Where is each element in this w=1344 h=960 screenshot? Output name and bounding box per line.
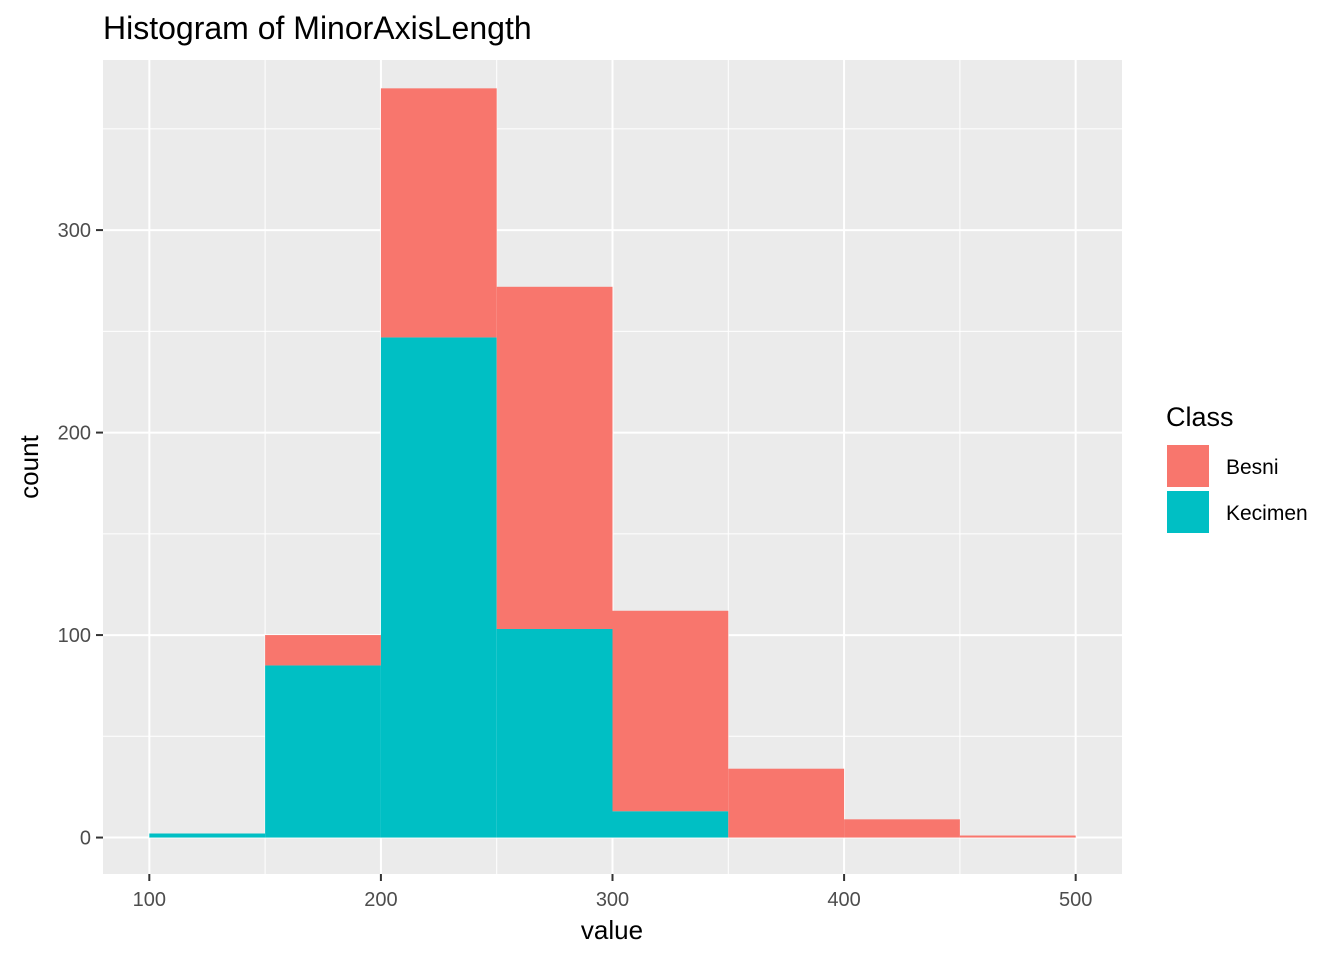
y-axis-ticks: 0 100 200 300 [58,220,103,850]
bar-besni-250 [496,286,613,629]
y-tick-label: 300 [58,220,91,242]
x-tick-label: 400 [827,889,860,911]
bar-besni-400 [844,819,960,838]
bar-besni-150 [265,635,381,666]
x-axis-title: value [581,915,643,945]
x-tick-label: 300 [596,889,629,911]
y-tick-label: 0 [80,828,91,850]
x-axis-ticks: 100 200 300 400 500 [133,874,1092,911]
bars-group [149,88,1076,838]
y-axis-title: count [14,434,44,498]
bar-kecimen-300 [612,811,729,838]
legend-label-kecimen: Kecimen [1226,502,1308,525]
y-tick-label: 200 [58,423,91,445]
legend-key-kecimen [1167,491,1209,533]
bar-kecimen-150 [265,665,381,838]
bar-kecimen-200 [380,337,497,838]
bar-besni-300 [612,610,729,812]
bar-besni-200 [380,88,497,338]
bar-kecimen-100 [149,833,266,838]
legend-label-besni: Besni [1226,456,1279,479]
bar-kecimen-250 [496,628,613,838]
y-tick-label: 100 [58,625,91,647]
legend-title: Class [1166,402,1234,432]
legend: Class Besni Kecimen [1166,402,1308,533]
bar-besni-450 [959,835,1076,838]
x-tick-label: 200 [364,889,397,911]
bar-besni-350 [728,768,845,838]
legend-key-besni [1167,445,1209,487]
chart-title: Histogram of MinorAxisLength [103,10,532,46]
x-tick-label: 100 [133,889,166,911]
x-tick-label: 500 [1059,889,1092,911]
